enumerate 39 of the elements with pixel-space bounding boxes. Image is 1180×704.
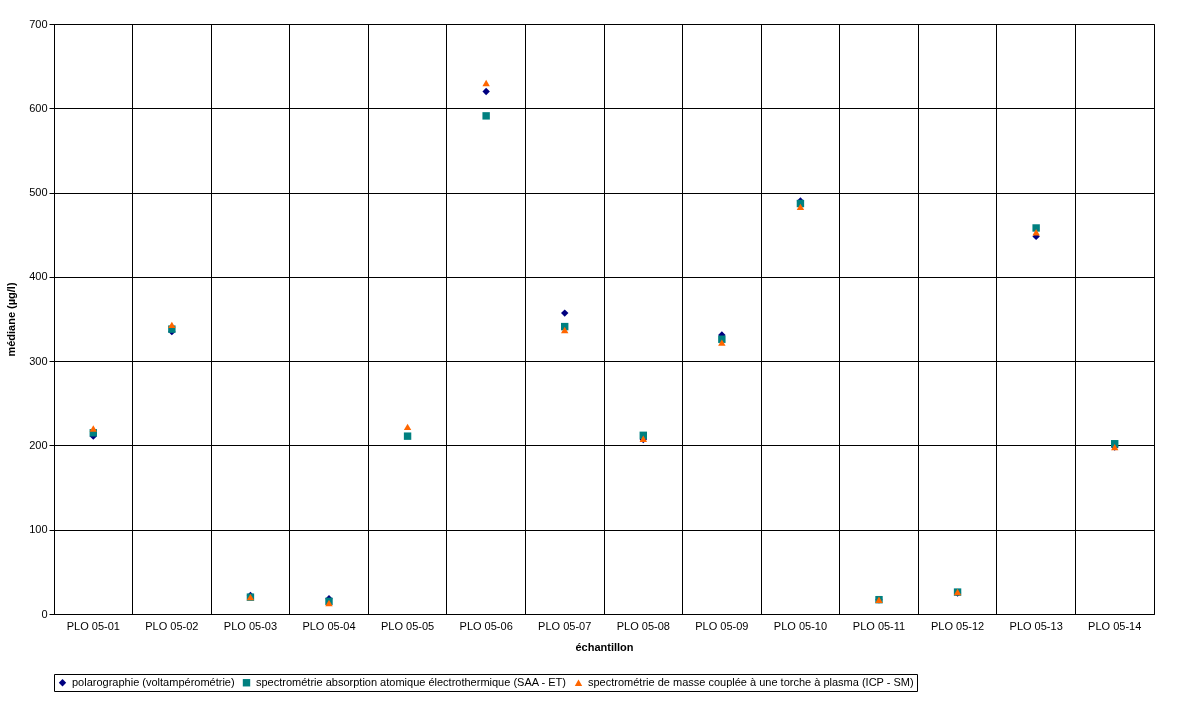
point: [168, 321, 176, 329]
point: [482, 79, 490, 87]
y-tick-label: 500: [29, 186, 48, 199]
y-tick-label: 700: [29, 17, 48, 30]
x-tick-label: PLO 05-02: [145, 619, 199, 632]
point: [796, 203, 805, 211]
x-tick-label: PLO 05-10: [773, 619, 828, 632]
y-tick-label: 200: [29, 438, 48, 451]
y-tick-label: 300: [29, 354, 48, 367]
legend-label: spectrométrie absorption atomique électrothermique (SAA - ET): [256, 675, 566, 688]
y-tick-label: 0: [41, 607, 48, 620]
point: [718, 339, 726, 346]
legend-label: spectrométrie de masse couplée à une torche à plasma (ICP - SM): [588, 675, 914, 688]
x-tick-label: PLO 05-09: [695, 619, 749, 632]
x-tick-label: PLO 05-06: [459, 619, 513, 632]
x-tick-label: PLO 05-11: [852, 619, 906, 632]
y-tick-label: 400: [29, 270, 48, 283]
x-tick-label: PLO 05-04: [302, 619, 356, 632]
point: [482, 112, 490, 120]
x-tick-label: PLO 05-03: [223, 619, 278, 632]
point: [482, 87, 490, 96]
point: [403, 432, 412, 440]
y-tick-label: 600: [29, 101, 48, 114]
x-tick-label: PLO 05-01: [66, 619, 120, 632]
legend-label: polarographie (voltampérométrie): [72, 675, 235, 688]
point: [403, 423, 412, 431]
point: [561, 326, 569, 334]
point: [89, 425, 97, 432]
point: [1032, 224, 1040, 232]
x-tick-label: PLO 05-14: [1088, 619, 1142, 632]
point: [561, 309, 569, 317]
x-tick-label: PLO 05-05: [380, 619, 435, 632]
x-axis-title: échantillon: [575, 640, 634, 653]
x-tick-label: PLO 05-07: [538, 619, 592, 632]
x-tick-label: PLO 05-08: [616, 619, 670, 632]
x-tick-label: PLO 05-13: [1009, 619, 1063, 632]
x-tick-label: PLO 05-12: [930, 619, 985, 632]
y-axis-title: médiane (µg/l): [5, 282, 18, 357]
y-tick-label: 100: [29, 523, 48, 536]
